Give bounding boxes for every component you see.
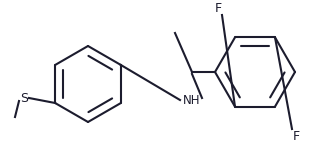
Text: F: F [292,130,300,142]
Text: NH: NH [183,93,201,107]
Text: S: S [20,91,28,105]
Text: F: F [214,2,221,14]
